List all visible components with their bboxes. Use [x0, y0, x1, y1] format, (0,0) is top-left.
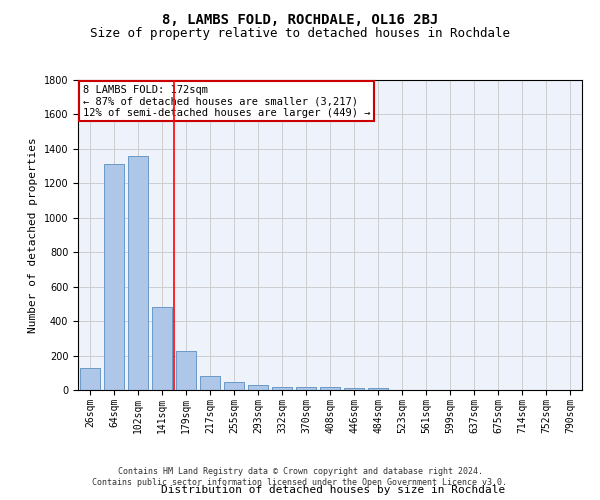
Bar	[80, 368, 100, 390]
Bar	[272, 387, 292, 390]
Bar	[248, 385, 268, 390]
Bar	[296, 387, 316, 390]
Text: Distribution of detached houses by size in Rochdale: Distribution of detached houses by size …	[161, 485, 505, 495]
Bar	[344, 388, 364, 390]
Text: 8 LAMBS FOLD: 172sqm
← 87% of detached houses are smaller (3,217)
12% of semi-de: 8 LAMBS FOLD: 172sqm ← 87% of detached h…	[83, 84, 371, 118]
Y-axis label: Number of detached properties: Number of detached properties	[28, 137, 38, 333]
Bar	[104, 164, 124, 390]
Text: 8, LAMBS FOLD, ROCHDALE, OL16 2BJ: 8, LAMBS FOLD, ROCHDALE, OL16 2BJ	[162, 12, 438, 26]
Bar	[128, 156, 148, 390]
Bar	[224, 382, 244, 390]
Bar	[152, 308, 172, 390]
Bar	[368, 388, 388, 390]
Bar	[176, 351, 196, 390]
Bar	[320, 387, 340, 390]
Bar	[200, 376, 220, 390]
Text: Contains HM Land Registry data © Crown copyright and database right 2024.
Contai: Contains HM Land Registry data © Crown c…	[92, 468, 508, 487]
Text: Size of property relative to detached houses in Rochdale: Size of property relative to detached ho…	[90, 28, 510, 40]
